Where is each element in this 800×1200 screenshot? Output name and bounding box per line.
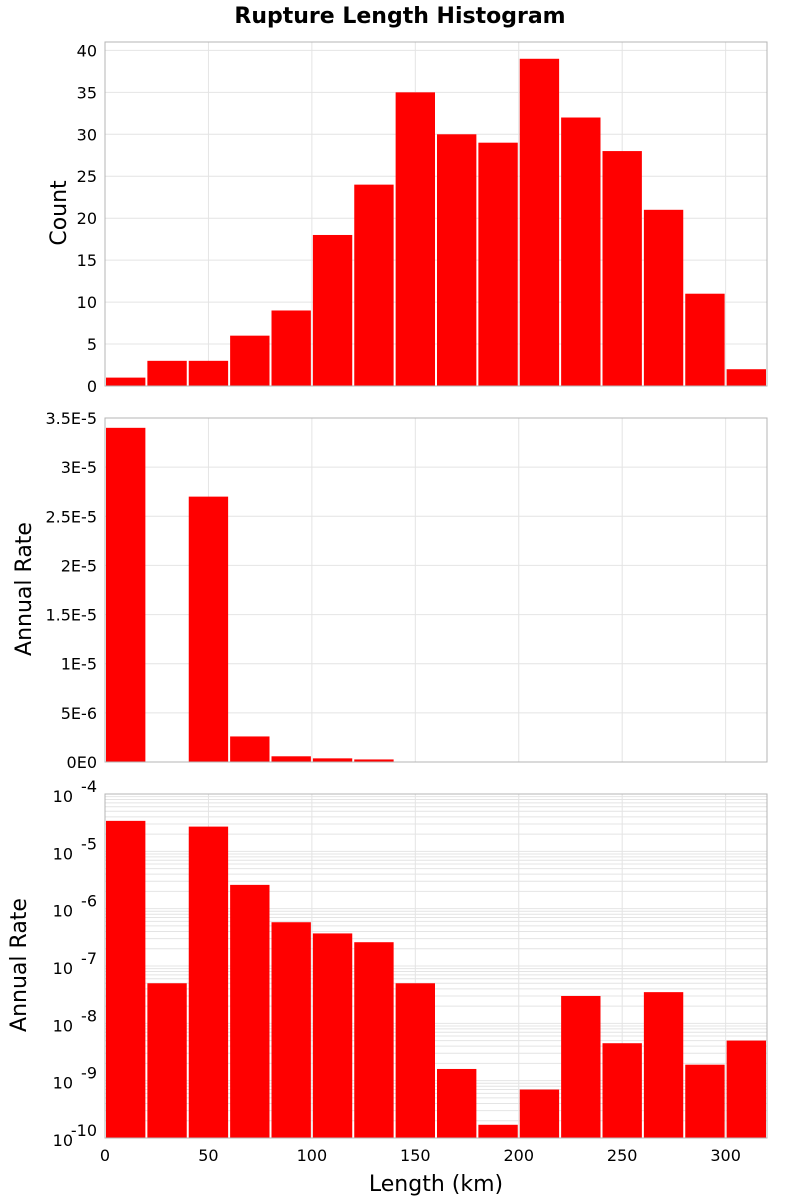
histogram-bar	[147, 360, 187, 386]
histogram-bar	[312, 234, 353, 386]
histogram-bar	[602, 151, 642, 386]
histogram-bar	[643, 209, 684, 386]
histogram-bar	[602, 1043, 642, 1138]
histogram-bar	[354, 184, 394, 386]
histogram-bar	[312, 758, 353, 762]
x-tick-label: 250	[607, 1146, 638, 1165]
histogram-bar	[519, 1089, 560, 1138]
histogram-bar	[643, 992, 684, 1138]
histogram-bar	[230, 884, 270, 1138]
histogram-bar	[685, 1064, 725, 1138]
x-tick-label: 150	[400, 1146, 431, 1165]
histogram-bar	[188, 496, 229, 762]
histogram-bar	[437, 1068, 477, 1138]
y-tick-exponent: -5	[81, 834, 97, 853]
histogram-bar	[354, 942, 394, 1138]
y-tick-label: 0	[87, 377, 97, 396]
rate-linear-bars	[106, 427, 766, 762]
histogram-bar	[230, 736, 270, 762]
histogram-bar	[685, 293, 725, 386]
x-tick-label: 300	[710, 1146, 741, 1165]
y-tick-label: 35	[77, 83, 97, 102]
histogram-bar	[271, 310, 311, 386]
histogram-bar	[395, 983, 435, 1138]
histogram-bar	[726, 369, 766, 386]
histogram-bar	[147, 983, 187, 1138]
y-tick-label: 10	[53, 844, 73, 863]
count-bars	[106, 58, 766, 386]
y-tick-label: 25	[77, 167, 97, 186]
y-tick-exponent: -8	[81, 1006, 97, 1025]
y-tick-label: 1.5E-5	[45, 606, 97, 625]
x-tick-label: 200	[503, 1146, 534, 1165]
y-tick-label: 0E0	[67, 753, 97, 772]
y-tick-label: 10	[53, 1016, 73, 1035]
rate-linear-y-ticks: 0E0 5E-6 1E-5 1.5E-5 2E-5 2.5E-5 3E-5 3.5E-5	[45, 409, 97, 772]
histogram-bar	[271, 756, 311, 762]
histogram-bar	[561, 117, 601, 386]
y-tick-label: 10	[53, 787, 73, 806]
y-tick-label: 3.5E-5	[45, 409, 97, 428]
y-tick-label: 20	[77, 209, 97, 228]
histogram-bar	[230, 335, 270, 386]
rate-linear-plot-frame	[104, 417, 768, 763]
y-tick-label: 15	[77, 251, 97, 270]
chart-title: Rupture Length Histogram	[234, 4, 565, 29]
y-tick-exponent: -4	[81, 777, 97, 796]
panel-annual-rate-linear: 0E0 5E-6 1E-5 1.5E-5 2E-5 2.5E-5 3E-5 3.5E-5 An…	[12, 409, 768, 772]
histogram-bar	[478, 1124, 518, 1138]
y-tick-label: 40	[77, 41, 97, 60]
y-tick-label: 10	[53, 1074, 73, 1093]
x-tick-label: 50	[198, 1146, 218, 1165]
y-tick-exponent: -6	[81, 892, 97, 911]
x-axis-ticks: 0 50 100 150 200 250 300	[100, 1146, 741, 1165]
rate-log-bars	[106, 820, 766, 1138]
histogram-bar	[188, 360, 229, 386]
x-tick-label: 0	[100, 1146, 110, 1165]
histogram-bar	[354, 759, 394, 762]
x-axis-label: Length (km)	[369, 1172, 503, 1197]
y-tick-label: 1E-5	[61, 655, 97, 674]
histogram-bar	[106, 820, 146, 1138]
histogram-bar	[519, 58, 560, 386]
histogram-bar	[437, 134, 477, 386]
histogram-bar	[478, 142, 518, 386]
y-tick-label: 10	[53, 1131, 73, 1150]
histogram-bar	[188, 826, 229, 1138]
count-plot-frame	[104, 41, 768, 387]
x-tick-label: 100	[297, 1146, 328, 1165]
y-tick-label: 5E-6	[61, 704, 97, 723]
y-tick-exponent: -10	[71, 1121, 97, 1140]
y-tick-label: 10	[53, 959, 73, 978]
rate-log-y-axis-label: Annual Rate	[7, 898, 32, 1032]
count-y-ticks: 0 5 10 15 20 25 30 35 40	[77, 41, 97, 396]
y-tick-exponent: -9	[81, 1064, 97, 1083]
y-tick-exponent: -7	[81, 949, 97, 968]
y-tick-label: 2E-5	[61, 556, 97, 575]
rate-linear-y-axis-label: Annual Rate	[12, 522, 37, 656]
y-tick-label: 10	[53, 902, 73, 921]
panel-count: 0 5 10 15 20 25 30 35 40 Count	[47, 41, 768, 396]
y-tick-label: 2.5E-5	[45, 507, 97, 526]
histogram-bar	[106, 427, 146, 762]
histogram-bar	[726, 1040, 766, 1138]
histogram-bar	[561, 995, 601, 1138]
histogram-bar	[312, 933, 353, 1138]
histogram-bar	[395, 92, 435, 386]
count-y-axis-label: Count	[47, 180, 72, 246]
y-tick-label: 3E-5	[61, 458, 97, 477]
y-tick-label: 10	[77, 293, 97, 312]
rate-log-plot-frame	[104, 793, 768, 1139]
y-tick-label: 5	[87, 335, 97, 354]
y-tick-label: 30	[77, 125, 97, 144]
histogram-bar	[271, 922, 311, 1138]
histogram-bar	[106, 377, 146, 386]
